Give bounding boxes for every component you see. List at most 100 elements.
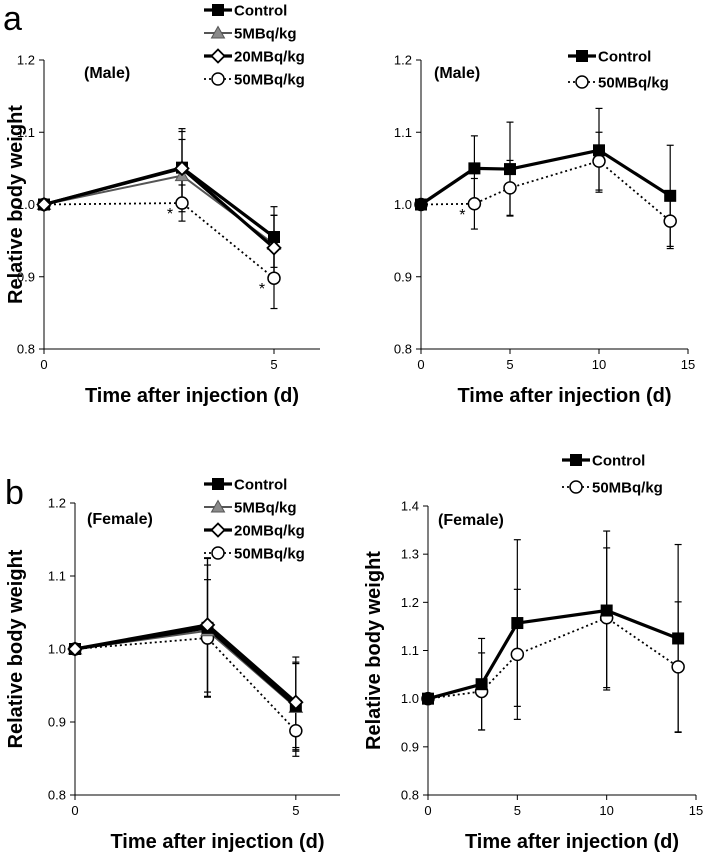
data-point-50mbq-kg — [671, 660, 685, 674]
legend-marker-20mbq-kg — [210, 48, 226, 64]
data-point-50mbq-kg — [267, 271, 281, 285]
legend-label-control: Control — [598, 49, 651, 66]
legend-marker-50mbq-kg — [211, 72, 225, 86]
y-tick-label: 1.0 — [394, 197, 412, 212]
legend-marker-5mbq-kg — [210, 25, 226, 39]
legend-marker-control — [570, 454, 582, 466]
y-axis-label: Relative body weight — [5, 549, 27, 748]
x-tick-label: 0 — [417, 357, 424, 372]
group-label: (Female) — [87, 511, 153, 528]
legend-marker-control — [576, 50, 588, 62]
significance-star: * — [259, 281, 265, 298]
y-tick-label: 1.2 — [17, 53, 35, 68]
y-tick-label: 1.2 — [401, 595, 419, 610]
significance-star: * — [459, 207, 465, 224]
y-tick-label: 0.9 — [401, 739, 419, 754]
legend-label-50mbq-kg: 50MBq/kg — [234, 546, 305, 563]
data-point-50mbq-kg — [503, 181, 517, 195]
y-axis-label: Relative body weight — [363, 551, 385, 750]
series-line-50mbq-kg — [43, 202, 275, 279]
data-point-control — [468, 162, 481, 175]
legend-marker-50mbq-kg — [211, 546, 225, 560]
x-tick-label: 5 — [270, 357, 277, 372]
legend-label-control: Control — [234, 477, 287, 494]
y-tick-label: 1.1 — [17, 125, 35, 140]
x-tick-label: 0 — [424, 803, 431, 818]
x-axis-label: Time after injection (d) — [85, 385, 299, 407]
data-point-control — [422, 692, 434, 705]
data-point-50mbq-kg — [510, 647, 525, 662]
data-point-20mbq-kg — [266, 240, 282, 256]
data-point-50mbq-kg — [663, 214, 677, 228]
legend-marker-50mbq-kg — [575, 75, 589, 89]
legend-label-20mbq-kg: 20MBq/kg — [234, 49, 305, 66]
y-tick-label: 1.3 — [401, 547, 419, 562]
x-tick-label: 15 — [681, 357, 695, 372]
data-point-20mbq-kg — [288, 694, 304, 711]
y-tick-label: 0.8 — [401, 788, 419, 803]
y-tick-label: 1.0 — [401, 691, 419, 706]
data-point-50mbq-kg — [592, 154, 606, 168]
x-tick-label: 5 — [506, 357, 513, 372]
series-line-control — [420, 148, 672, 206]
group-label: (Male) — [434, 65, 480, 82]
legend-label-50mbq-kg: 50MBq/kg — [234, 72, 305, 89]
data-point-control — [504, 163, 516, 176]
series-line-control — [43, 166, 275, 239]
chart-a-right-male-time: 0.8 0.9 1.0 1.1 1.2 0 5 10 15 Time after injectio… — [394, 49, 695, 408]
series-line-50mbq-kg — [420, 160, 671, 222]
legend-label-5mbq-kg: 5MBq/kg — [234, 26, 297, 43]
chart-b-right-female-time: 0.8 0.9 1.0 1.1 1.2 1.3 1.4 0 5 10 15 Time after in… — [363, 453, 703, 854]
chart-b-left-female-dose: 0.8 0.9 1.0 1.1 1.2 0 5 Time after injection (d… — [5, 477, 340, 853]
y-tick-label: 0.9 — [394, 269, 412, 284]
x-tick-label: 0 — [71, 803, 78, 818]
legend-label-20mbq-kg: 20MBq/kg — [234, 523, 305, 540]
data-point-control — [475, 678, 488, 691]
y-tick-label: 1.1 — [401, 643, 419, 658]
data-point-control — [672, 632, 685, 645]
y-tick-label: 1.0 — [48, 642, 66, 657]
y-tick-label: 1.2 — [394, 53, 412, 68]
x-axis-label: Time after injection (d) — [465, 831, 679, 853]
x-tick-label: 5 — [292, 803, 299, 818]
y-tick-label: 1.0 — [17, 197, 35, 212]
data-point-50mbq-kg — [175, 196, 189, 210]
series-line-20mbq-kg — [74, 623, 297, 704]
y-tick-label: 0.8 — [394, 342, 412, 357]
data-point-20mbq-kg — [36, 196, 52, 213]
data-point-control — [593, 144, 605, 157]
x-tick-label: 10 — [592, 357, 606, 372]
data-point-20mbq-kg — [174, 160, 190, 177]
legend-marker-5mbq-kg — [210, 499, 226, 513]
data-point-50mbq-kg — [289, 724, 303, 738]
series-line-50mbq-kg — [427, 616, 679, 700]
data-point-control — [511, 617, 524, 630]
legend-label-control: Control — [234, 3, 287, 20]
y-tick-label: 0.8 — [17, 342, 35, 357]
significance-star: * — [167, 206, 173, 223]
y-tick-label: 0.8 — [48, 788, 66, 803]
legend-marker-50mbq-kg — [569, 480, 583, 494]
y-tick-label: 1.1 — [394, 125, 412, 140]
group-label: (Male) — [84, 65, 130, 82]
legend-label-50mbq-kg: 50MBq/kg — [598, 75, 669, 92]
legend-label-control: Control — [592, 453, 645, 470]
data-point-control — [600, 604, 613, 617]
legend-label-50mbq-kg: 50MBq/kg — [592, 480, 663, 497]
group-label: (Female) — [438, 512, 504, 529]
x-tick-label: 15 — [689, 803, 703, 818]
data-point-20mbq-kg — [199, 617, 216, 633]
legend-marker-control — [212, 4, 224, 16]
data-point-control — [664, 189, 677, 202]
legend-label-5mbq-kg: 5MBq/kg — [234, 500, 297, 517]
panel-letter-b: b — [5, 474, 24, 512]
x-axis-label: Time after injection (d) — [457, 385, 671, 407]
y-tick-label: 0.9 — [48, 715, 66, 730]
x-tick-label: 0 — [40, 357, 47, 372]
x-tick-label: 5 — [514, 803, 521, 818]
y-tick-label: 1.2 — [48, 496, 66, 511]
x-tick-label: 10 — [599, 803, 613, 818]
data-point-50mbq-kg — [467, 197, 482, 211]
data-point-20mbq-kg — [67, 641, 83, 657]
